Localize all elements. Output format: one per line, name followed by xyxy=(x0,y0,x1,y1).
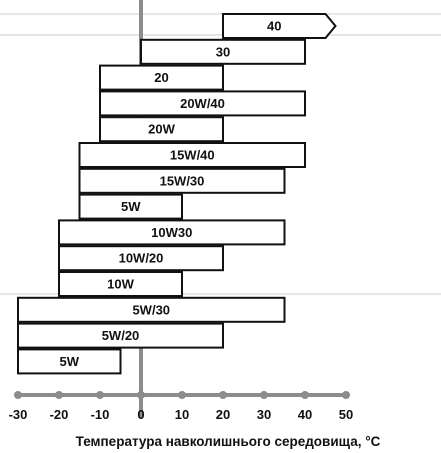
x-tick-dot xyxy=(137,391,145,399)
x-tick-dot xyxy=(178,391,186,399)
bar-3 xyxy=(99,90,306,117)
x-tick-label: -10 xyxy=(91,407,110,422)
bar-label-2: 20 xyxy=(154,70,168,85)
bar-11 xyxy=(17,296,286,323)
bar-label-10: 10W xyxy=(107,277,134,292)
x-tick-dot xyxy=(55,391,63,399)
bar-0 xyxy=(222,13,337,39)
bar-10 xyxy=(58,271,183,297)
x-tick-label: -30 xyxy=(9,407,28,422)
temperature-axis: -30 -20 -10 0 10 20 30 40 50 xyxy=(9,391,353,422)
bar-label-13: 5W xyxy=(60,354,80,369)
bar-9 xyxy=(58,245,224,272)
bar-label-9: 10W/20 xyxy=(119,251,164,266)
x-axis-label: Температура навколишнього середовища, °C xyxy=(76,434,381,449)
x-tick-label: 10 xyxy=(175,407,189,422)
bar-2 xyxy=(99,64,224,91)
x-tick-dot xyxy=(260,391,268,399)
x-tick-dot xyxy=(342,391,350,399)
bar-label-6: 15W/30 xyxy=(160,173,205,188)
bar-label-3: 20W/40 xyxy=(180,96,225,111)
viscosity-bars: 40 30 20 20W/40 20W 15W/40 15W/30 5W 10W30 10W/20… xyxy=(17,13,337,375)
bar-6 xyxy=(78,167,286,194)
bar-label-0: 40 xyxy=(267,19,281,34)
x-tick-dot xyxy=(96,391,104,399)
x-tick-label: 30 xyxy=(257,407,271,422)
x-tick-label: 0 xyxy=(137,407,144,422)
x-tick-label: 50 xyxy=(339,407,353,422)
x-tick-label: 40 xyxy=(298,407,312,422)
bar-label-4: 20W xyxy=(148,122,175,137)
bar-7 xyxy=(78,193,183,220)
bar-8 xyxy=(58,219,286,246)
x-tick-dot xyxy=(301,391,309,399)
bar-label-1: 30 xyxy=(216,44,230,59)
bar-12 xyxy=(17,322,224,349)
bar-label-11: 5W/30 xyxy=(132,302,170,317)
bar-label-8: 10W30 xyxy=(151,225,192,240)
bar-label-5: 15W/40 xyxy=(170,148,215,163)
bar-13 xyxy=(17,348,122,375)
bar-label-7: 5W xyxy=(121,199,141,214)
x-tick-label: 20 xyxy=(216,407,230,422)
x-tick-dot xyxy=(14,391,22,399)
bar-5 xyxy=(78,142,306,168)
bar-4 xyxy=(99,116,224,143)
x-tick-label: -20 xyxy=(50,407,69,422)
bar-1 xyxy=(140,38,306,65)
x-tick-dot xyxy=(219,391,227,399)
bar-label-12: 5W/20 xyxy=(102,328,140,343)
